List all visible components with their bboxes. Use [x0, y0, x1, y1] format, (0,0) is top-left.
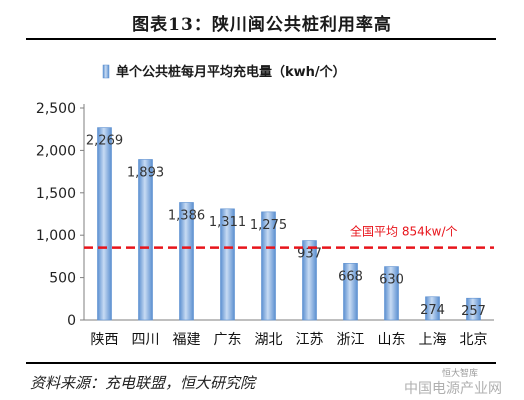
x-tick-label: 北京 — [460, 332, 488, 348]
y-tick-label: 2,000 — [36, 143, 76, 159]
x-tick-label: 山东 — [378, 332, 406, 348]
x-tick-label: 广东 — [214, 332, 242, 348]
x-tick-label: 江苏 — [296, 332, 324, 348]
y-tick-label: 0 — [67, 313, 76, 329]
bar — [179, 202, 194, 321]
legend-swatch — [102, 64, 110, 79]
bar — [384, 266, 399, 321]
data-label: 668 — [338, 269, 363, 284]
x-tick-label: 湖北 — [255, 332, 283, 348]
bar — [138, 159, 153, 321]
data-label: 257 — [461, 304, 486, 319]
watermark: 中国电源产业网 — [404, 381, 502, 397]
bar — [343, 263, 358, 321]
average-line-label: 全国平均 854kw/个 — [350, 224, 458, 239]
bar — [302, 240, 317, 321]
data-label: 1,893 — [127, 165, 164, 180]
bar — [425, 296, 440, 321]
bar — [220, 208, 235, 321]
data-label: 1,386 — [168, 208, 205, 223]
legend-label: 单个公共桩每月平均充电量（kwh/个） — [116, 64, 346, 80]
bar — [97, 127, 112, 321]
x-tick-label: 上海 — [419, 332, 447, 348]
source-note: 资料来源：充电联盟，恒大研究院 — [30, 374, 256, 392]
y-tick-label: 1,500 — [36, 186, 76, 202]
bar — [466, 297, 481, 321]
x-tick-label: 陕西 — [91, 332, 119, 348]
footer-rule — [26, 362, 496, 364]
y-tick-label: 1,000 — [36, 228, 76, 244]
data-label: 630 — [379, 273, 404, 288]
data-label: 1,275 — [250, 218, 287, 233]
data-label: 1,311 — [209, 215, 246, 230]
x-tick-label: 福建 — [173, 332, 201, 348]
y-tick-label: 500 — [49, 271, 76, 287]
data-label: 274 — [420, 303, 445, 318]
x-tick-label: 四川 — [132, 332, 160, 348]
bar — [261, 211, 276, 321]
chart-title: 图表13：陕川闽公共桩利用率高 — [132, 15, 392, 35]
title-rule — [26, 38, 496, 40]
x-tick-label: 浙江 — [337, 332, 365, 348]
data-label: 2,269 — [86, 134, 123, 149]
watermark-small: 恒大智库 — [442, 369, 479, 379]
data-label: 937 — [297, 247, 322, 262]
y-tick-label: 2,500 — [36, 101, 76, 117]
